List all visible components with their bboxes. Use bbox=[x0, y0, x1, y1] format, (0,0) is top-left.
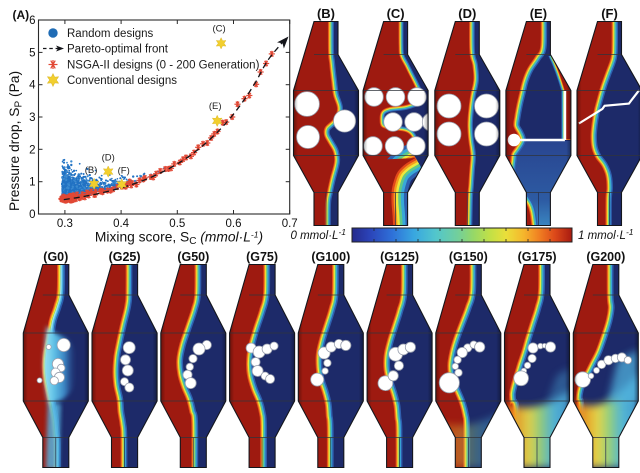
svg-text:(D): (D) bbox=[102, 153, 115, 164]
svg-text:Conventional designs: Conventional designs bbox=[67, 75, 177, 87]
svg-text:(F): (F) bbox=[601, 6, 618, 21]
svg-text:(G0): (G0) bbox=[43, 250, 68, 264]
svg-text:1: 1 bbox=[29, 177, 35, 189]
svg-text:3: 3 bbox=[29, 112, 35, 124]
svg-text:0 mmol·L-1: 0 mmol·L-1 bbox=[291, 227, 347, 242]
svg-text:(B): (B) bbox=[85, 165, 98, 176]
svg-text:(G75): (G75) bbox=[246, 250, 278, 264]
svg-text:(C): (C) bbox=[387, 6, 405, 21]
svg-text:(A): (A) bbox=[13, 8, 30, 22]
svg-text:(F): (F) bbox=[118, 165, 130, 176]
svg-text:0.3: 0.3 bbox=[57, 218, 73, 230]
svg-text:Pressure drop, SP (Pa): Pressure drop, SP (Pa) bbox=[7, 71, 25, 211]
svg-text:(D): (D) bbox=[458, 6, 476, 21]
svg-text:(E): (E) bbox=[209, 101, 222, 112]
svg-text:1 mmol·L-1: 1 mmol·L-1 bbox=[578, 227, 634, 242]
svg-text:(G175): (G175) bbox=[518, 250, 557, 264]
svg-text:2: 2 bbox=[29, 144, 35, 156]
svg-text:0.5: 0.5 bbox=[169, 218, 185, 230]
svg-text:0.6: 0.6 bbox=[226, 218, 242, 230]
svg-text:0.7: 0.7 bbox=[282, 218, 298, 230]
svg-text:4: 4 bbox=[29, 80, 36, 92]
svg-text:(G100): (G100) bbox=[311, 250, 350, 264]
svg-text:(G200): (G200) bbox=[586, 250, 625, 264]
svg-text:(G150): (G150) bbox=[449, 250, 488, 264]
svg-text:5: 5 bbox=[29, 47, 35, 59]
svg-text:Mixing score, SC (mmol·L-1): Mixing score, SC (mmol·L-1) bbox=[95, 230, 263, 248]
svg-text:(G25): (G25) bbox=[109, 250, 141, 264]
svg-text:Pareto-optimal front: Pareto-optimal front bbox=[67, 44, 169, 56]
svg-text:0: 0 bbox=[29, 209, 35, 221]
svg-text:(E): (E) bbox=[530, 6, 547, 21]
svg-text:(C): (C) bbox=[212, 23, 225, 34]
svg-text:(G125): (G125) bbox=[380, 250, 419, 264]
svg-text:(B): (B) bbox=[317, 6, 335, 21]
svg-text:(G50): (G50) bbox=[177, 250, 209, 264]
svg-text:0.4: 0.4 bbox=[113, 218, 130, 230]
svg-text:NSGA-II designs (0 - 200 Gener: NSGA-II designs (0 - 200 Generation) bbox=[67, 60, 260, 72]
svg-text:6: 6 bbox=[29, 15, 35, 27]
svg-text:Random designs: Random designs bbox=[67, 28, 154, 40]
